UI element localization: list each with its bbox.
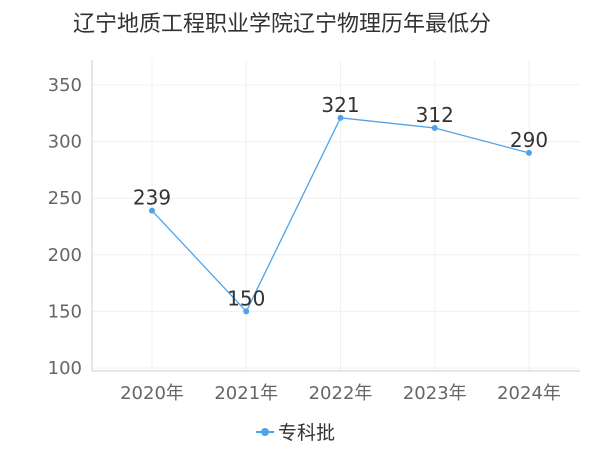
data-point [526, 149, 532, 156]
legend-marker-icon [261, 428, 269, 436]
x-tick-label: 2024年 [497, 383, 561, 404]
x-axis-ticks: 2020年 2021年 2022年 2023年 2024年 [120, 383, 561, 404]
legend[interactable]: 专科批 [256, 422, 335, 444]
data-label: 239 [133, 186, 171, 210]
y-tick-label: 350 [48, 75, 82, 96]
data-label: 312 [416, 103, 454, 127]
x-tick-label: 2022年 [309, 383, 373, 404]
data-label: 290 [510, 128, 548, 152]
x-tick-label: 2021年 [214, 383, 278, 404]
x-tick-label: 2023年 [403, 383, 467, 404]
y-tick-label: 100 [48, 358, 82, 379]
y-axis-ticks: 100 150 200 250 300 350 [48, 75, 82, 379]
x-tick-label: 2020年 [120, 383, 184, 404]
data-point [431, 125, 438, 132]
legend-label: 专科批 [278, 422, 335, 444]
y-tick-label: 200 [48, 245, 82, 266]
data-point [149, 207, 155, 214]
data-label: 321 [321, 93, 359, 117]
chart-title: 辽宁地质工程职业学院辽宁物理历年最低分 [73, 12, 492, 37]
gridlines [92, 60, 580, 371]
axes [91, 60, 580, 372]
series-layer [149, 114, 532, 315]
legend-item[interactable]: 专科批 [256, 422, 335, 444]
data-point [243, 308, 250, 315]
y-tick-label: 250 [48, 188, 82, 209]
data-label: 150 [227, 286, 265, 310]
y-tick-label: 300 [48, 132, 82, 153]
y-tick-label: 150 [48, 301, 82, 322]
data-point [337, 114, 344, 121]
data-labels: 239 150 321 312 290 [133, 93, 548, 311]
